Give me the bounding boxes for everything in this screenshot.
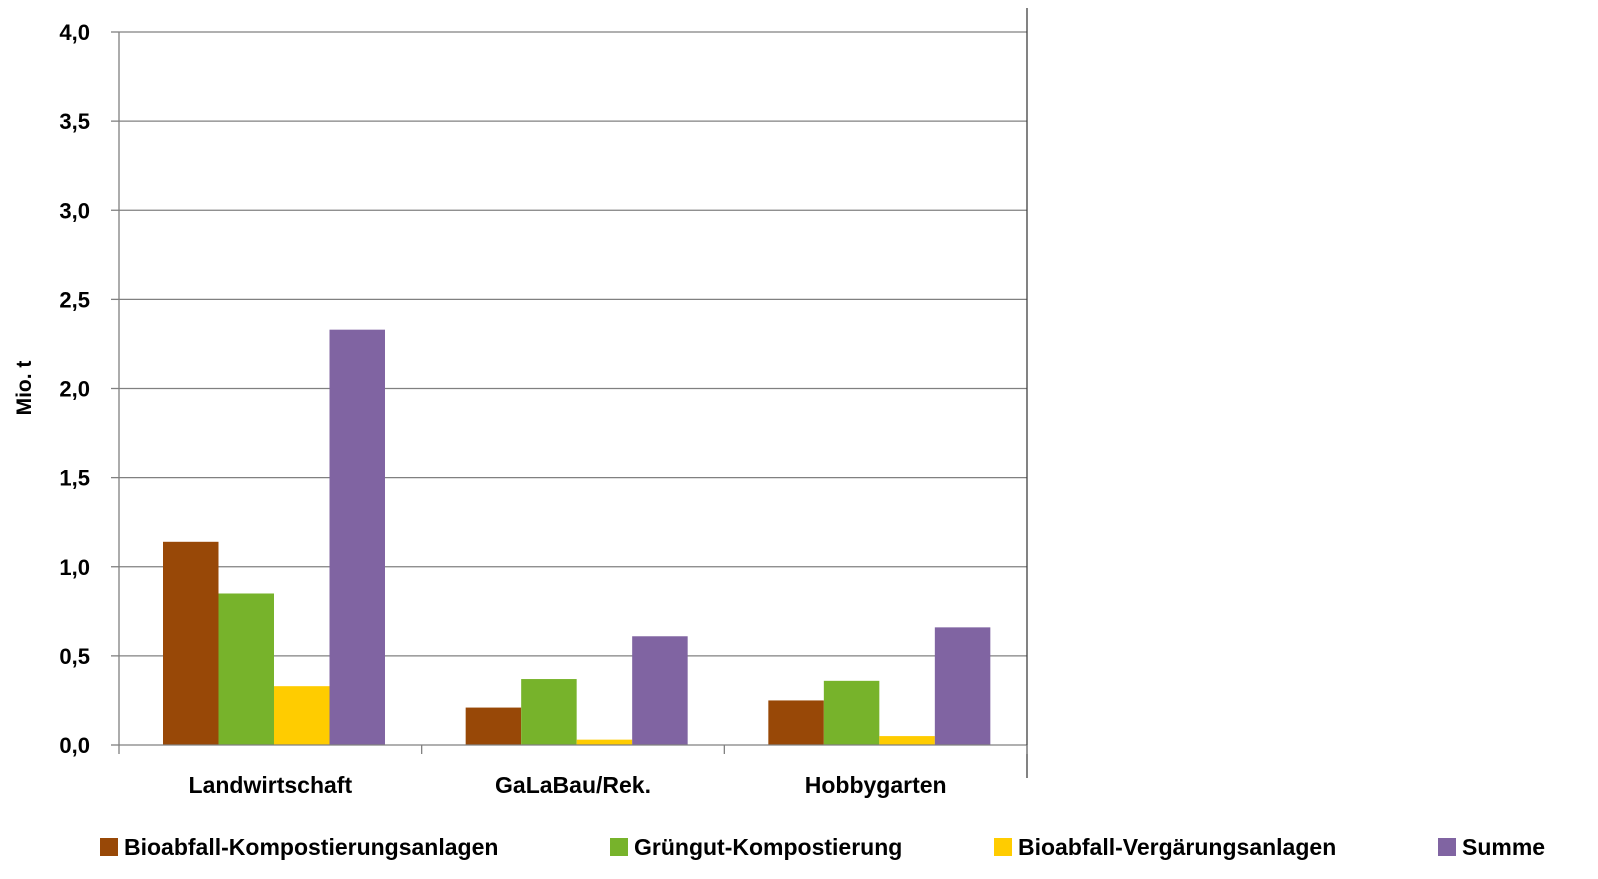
- legend-label: Bioabfall-Vergärungsanlagen: [1018, 834, 1336, 860]
- legend-label: Bioabfall-Kompostierungsanlagen: [124, 834, 498, 860]
- y-tick-label: 1,5: [59, 466, 90, 491]
- y-tick-labels: 0,0 0,5 1,0 1,5 2,0 2,5 3,0 3,5 4,0: [59, 20, 90, 758]
- legend-label: Grüngut-Kompostierung: [634, 834, 902, 860]
- y-axis-label: Mio. t: [13, 361, 36, 416]
- bar: [274, 686, 330, 745]
- legend-item: Bioabfall-Vergärungsanlagen: [994, 834, 1336, 860]
- legend-item: Grüngut-Kompostierung: [610, 834, 902, 860]
- bar: [218, 593, 274, 745]
- y-tick-label: 3,5: [59, 109, 90, 134]
- legend-label: Summe: [1462, 834, 1545, 860]
- y-tick-label: 4,0: [59, 20, 90, 45]
- bar: [576, 739, 633, 745]
- legend-item: Summe: [1438, 834, 1545, 860]
- axes: [111, 8, 1028, 778]
- legend: Bioabfall-Kompostierungsanlagen Grüngut-K…: [100, 834, 1545, 860]
- x-tick-label: Landwirtschaft: [189, 772, 353, 798]
- gridlines: [119, 31, 1027, 657]
- y-tick-label: 1,0: [59, 555, 90, 580]
- x-tick-label: Hobbygarten: [805, 772, 947, 798]
- legend-swatch: [610, 838, 628, 856]
- bars: [163, 329, 991, 745]
- bar: [879, 736, 935, 745]
- bar: [632, 636, 688, 745]
- y-tick-label: 2,0: [59, 377, 90, 402]
- y-tick-label: 0,5: [59, 644, 90, 669]
- legend-swatch: [100, 838, 118, 856]
- bar: [934, 627, 991, 745]
- y-tick-label: 0,0: [59, 733, 90, 758]
- x-tick-labels: Landwirtschaft GaLaBau/Rek. Hobbygarten: [189, 772, 947, 798]
- bar: [329, 329, 385, 745]
- legend-item: Bioabfall-Kompostierungsanlagen: [100, 834, 498, 860]
- y-tick-label: 3,0: [59, 198, 90, 223]
- y-tick-label: 2,5: [59, 287, 90, 312]
- bar: [823, 680, 880, 745]
- bar: [163, 541, 219, 745]
- x-tick-label: GaLaBau/Rek.: [495, 772, 651, 798]
- bar: [521, 679, 577, 745]
- legend-swatch: [1438, 838, 1456, 856]
- bar: [768, 700, 824, 745]
- legend-swatch: [994, 838, 1012, 856]
- bar: [465, 707, 522, 745]
